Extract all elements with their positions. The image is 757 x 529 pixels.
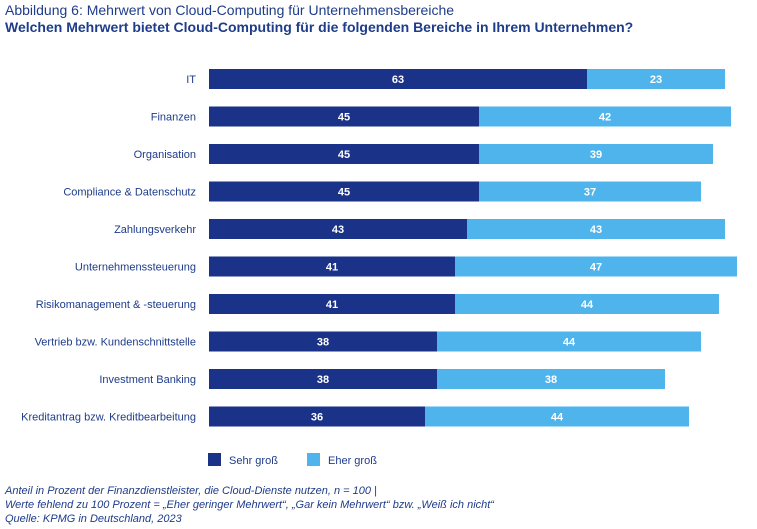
footnote-source: Quelle: KPMG in Deutschland, 2023 [5, 513, 182, 525]
bar-risikomanagement-steuerung-series-2 [455, 294, 719, 314]
bar-unternehmenssteuerung-series-2 [455, 256, 737, 277]
data-label-it-series-2: 23 [650, 74, 662, 86]
bar-kreditantrag-bzw-kreditbearbeitung-series-2 [425, 406, 689, 427]
footnote-missing-values: Werte fehlend zu 100 Prozent = „Eher ger… [5, 499, 494, 511]
data-label-unternehmenssteuerung-series-2: 47 [590, 262, 602, 274]
bar-vertrieb-bzw-kundenschnittstelle-series-2 [437, 331, 701, 352]
category-label-zahlungsverkehr: Zahlungsverkehr [114, 224, 196, 236]
data-label-investment-banking-series-1: 38 [317, 374, 329, 386]
data-label-finanzen-series-2: 42 [599, 112, 611, 124]
data-label-risikomanagement-steuerung-series-2: 44 [581, 299, 594, 311]
bar-risikomanagement-steuerung-series-1 [209, 294, 455, 314]
bar-it-series-2 [587, 69, 725, 89]
footnote-base: Anteil in Prozent der Finanzdienstleiste… [5, 485, 377, 497]
category-label-risikomanagement-steuerung: Risikomanagement & -steuerung [36, 299, 196, 311]
bar-organisation-series-2 [479, 144, 713, 164]
figure-label: Abbildung 6: Mehrwert von Cloud-Computin… [5, 2, 455, 18]
bar-compliance-datenschutz-series-1 [209, 181, 479, 202]
data-label-risikomanagement-steuerung-series-1: 41 [326, 299, 338, 311]
bar-finanzen-series-1 [209, 106, 479, 127]
bar-investment-banking-series-2 [437, 369, 665, 389]
bar-kreditantrag-bzw-kreditbearbeitung-series-1 [209, 406, 425, 427]
data-label-zahlungsverkehr-series-2: 43 [590, 224, 602, 236]
data-label-finanzen-series-1: 45 [338, 112, 350, 124]
data-label-vertrieb-bzw-kundenschnittstelle-series-2: 44 [563, 337, 576, 349]
bar-zahlungsverkehr-series-2 [467, 219, 725, 239]
category-label-finanzen: Finanzen [151, 112, 196, 124]
bar-finanzen-series-2 [479, 106, 731, 127]
legend-swatch-2 [307, 453, 320, 466]
bar-vertrieb-bzw-kundenschnittstelle-series-1 [209, 331, 437, 352]
category-label-investment-banking: Investment Banking [99, 374, 196, 386]
bar-unternehmenssteuerung-series-1 [209, 256, 455, 277]
bar-zahlungsverkehr-series-1 [209, 219, 467, 239]
bar-it-series-1 [209, 69, 587, 89]
bar-investment-banking-series-1 [209, 369, 437, 389]
legend-swatch-1 [208, 453, 221, 466]
data-label-compliance-datenschutz-series-1: 45 [338, 187, 350, 199]
category-label-unternehmenssteuerung: Unternehmenssteuerung [75, 262, 196, 274]
data-label-vertrieb-bzw-kundenschnittstelle-series-1: 38 [317, 337, 329, 349]
category-label-kreditantrag-bzw-kreditbearbeitung: Kreditantrag bzw. Kreditbearbeitung [21, 412, 196, 424]
data-label-organisation-series-2: 39 [590, 149, 602, 161]
data-label-it-series-1: 63 [392, 74, 404, 86]
legend-label-1: Sehr groß [229, 455, 278, 467]
category-label-compliance-datenschutz: Compliance & Datenschutz [63, 187, 196, 199]
category-label-it: IT [186, 74, 196, 86]
legend-label-2: Eher groß [328, 455, 377, 467]
bar-compliance-datenschutz-series-2 [479, 181, 701, 202]
chart-question-title: Welchen Mehrwert bietet Cloud-Computing … [5, 19, 634, 35]
bar-organisation-series-1 [209, 144, 479, 164]
chart-footnote: Anteil in Prozent der Finanzdienstleiste… [5, 484, 494, 526]
stacked-bar-chart: IT 63 23 Finanzen 45 42 Organisation 45 39 Compli… [21, 69, 737, 467]
data-label-organisation-series-1: 45 [338, 149, 350, 161]
category-label-vertrieb-bzw-kundenschnittstelle: Vertrieb bzw. Kundenschnittstelle [35, 337, 196, 349]
category-label-organisation: Organisation [134, 149, 196, 161]
data-label-kreditantrag-bzw-kreditbearbeitung-series-1: 36 [311, 412, 323, 424]
data-label-unternehmenssteuerung-series-1: 41 [326, 262, 338, 274]
data-label-zahlungsverkehr-series-1: 43 [332, 224, 344, 236]
data-label-compliance-datenschutz-series-2: 37 [584, 187, 596, 199]
data-label-investment-banking-series-2: 38 [545, 374, 557, 386]
data-label-kreditantrag-bzw-kreditbearbeitung-series-2: 44 [551, 412, 564, 424]
